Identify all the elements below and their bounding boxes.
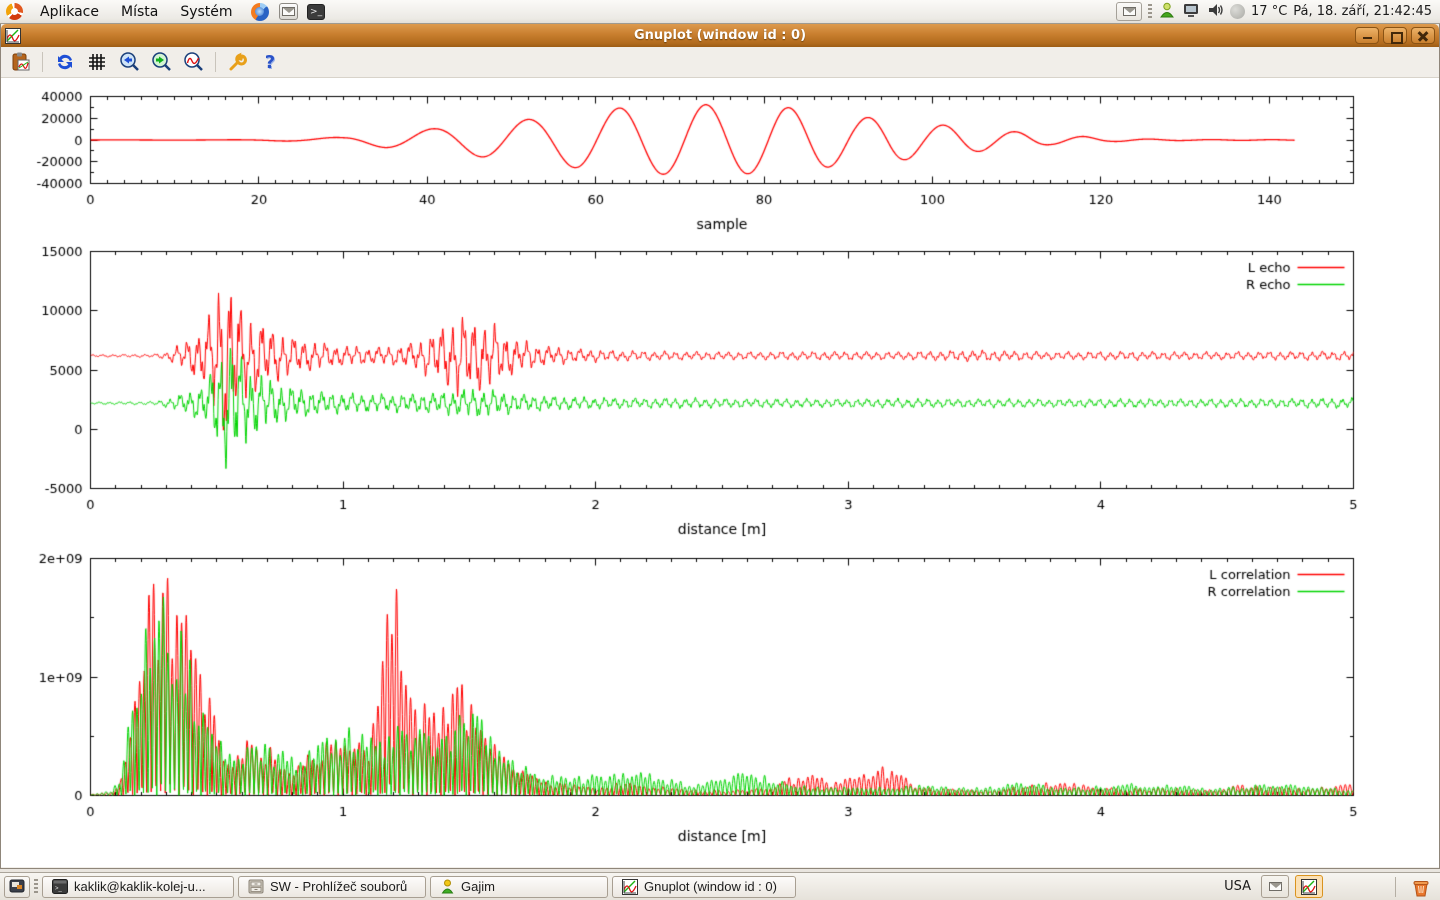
close-button[interactable] [1411, 27, 1435, 44]
menu-places[interactable]: Místa [121, 3, 159, 20]
menu-system[interactable]: Systém [180, 3, 233, 20]
help-icon[interactable]: ? [264, 51, 276, 73]
grid-icon[interactable] [84, 49, 110, 75]
ubuntu-menu-icon[interactable] [6, 3, 23, 20]
task-label: SW - Prohlížeč souborů [270, 879, 408, 894]
clock-label[interactable]: Pá, 18. září, 21:42:45 [1293, 4, 1432, 19]
temperature-label: 17 °C [1251, 4, 1288, 19]
taskbar: >_ kaklik@kaklik-kolej-u... SW - Prohlíž… [0, 872, 1440, 900]
user-switcher-icon[interactable] [1158, 1, 1176, 23]
gnome-top-panel: Aplikace Místa Systém >_ 17 °C Pá, 18. z… [0, 0, 1440, 24]
taskbar-separator [1395, 876, 1396, 897]
taskbar-handle[interactable] [34, 878, 38, 895]
autoscale-icon[interactable] [180, 49, 206, 75]
next-zoom-icon[interactable] [148, 49, 174, 75]
settings-wrench-icon[interactable] [225, 49, 251, 75]
svg-text:>_: >_ [55, 886, 63, 892]
task-gnuplot[interactable]: Gnuplot (window id : 0) [612, 875, 796, 898]
mail-notification-icon[interactable] [1261, 875, 1289, 898]
trash-icon[interactable] [1406, 875, 1436, 899]
menu-applications[interactable]: Aplikace [40, 3, 99, 20]
maximize-button[interactable] [1383, 27, 1407, 44]
task-gajim[interactable]: Gajim [430, 875, 608, 898]
toolbar-separator [42, 52, 43, 72]
replot-icon[interactable] [52, 49, 78, 75]
mail-icon[interactable] [278, 2, 298, 21]
task-file-manager[interactable]: SW - Prohlížeč souborů [238, 875, 426, 898]
task-label: kaklik@kaklik-kolej-u... [74, 879, 206, 894]
task-terminal[interactable]: >_ kaklik@kaklik-kolej-u... [42, 875, 234, 898]
display-icon[interactable] [1182, 1, 1200, 23]
tray-handle[interactable] [1148, 3, 1153, 20]
show-desktop-icon[interactable] [4, 875, 30, 898]
gnuplot-window-icon[interactable] [1295, 875, 1323, 898]
plot-region [1, 78, 1439, 867]
titlebar[interactable]: Gnuplot (window id : 0) [1, 24, 1439, 47]
volume-icon[interactable] [1206, 1, 1224, 23]
gnuplot-toolbar: ? [1, 47, 1439, 78]
previous-zoom-icon[interactable] [116, 49, 142, 75]
window-title: Gnuplot (window id : 0) [633, 28, 807, 43]
firefox-icon[interactable] [251, 2, 270, 21]
toolbar-separator [215, 52, 216, 72]
gnuplot-window: Gnuplot (window id : 0) ? [0, 24, 1440, 869]
minimize-button[interactable] [1355, 27, 1379, 44]
copy-to-clipboard-icon[interactable] [7, 49, 33, 75]
task-label: Gnuplot (window id : 0) [644, 879, 777, 894]
gnuplot-plot-area[interactable] [1, 78, 1439, 867]
task-label: Gajim [461, 879, 495, 894]
terminal-icon[interactable]: >_ [307, 2, 326, 21]
weather-moon-icon[interactable] [1230, 4, 1246, 19]
mail-notification-icon[interactable] [1116, 2, 1143, 21]
gnuplot-app-icon [5, 27, 21, 44]
keyboard-indicator[interactable]: USA [1224, 879, 1251, 894]
